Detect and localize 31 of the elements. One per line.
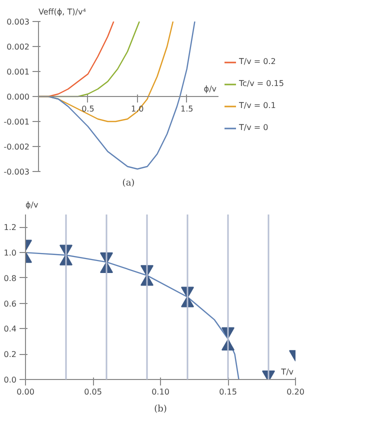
legend-label: T/v = 0.1 (239, 101, 276, 110)
y-tick-label: -0.001 (4, 118, 30, 126)
y-tick-label: 0.4 (4, 324, 17, 334)
y-tick-label: 0.000 (6, 92, 30, 102)
x-axis-title: T/v (280, 368, 294, 376)
x-tick-label: 0.05 (84, 388, 102, 396)
y-tick-label: 0.6 (4, 299, 17, 308)
x-tick-label: 0.15 (219, 388, 237, 396)
x-tick-label: 0.10 (152, 388, 170, 396)
y-axis-title: Veff(ϕ, T)/v⁴ (38, 8, 86, 16)
y-tick-label: -0.003 (4, 168, 30, 176)
y-axis-title: ϕ/v (26, 200, 38, 210)
x-tick-label: 0.5 (82, 104, 94, 114)
text: (a) (122, 178, 135, 188)
y-tick-label: 0.2 (4, 350, 17, 360)
y-tick-label: 1.2 (4, 223, 17, 232)
y-tick-label: 0.003 (6, 18, 30, 26)
legend-label: Tc/v = 0.15 (239, 79, 284, 88)
y-tick-label: 0.8 (4, 274, 17, 283)
y-tick-label: 1.0 (4, 248, 17, 258)
y-tick-label: 0.0 (4, 376, 17, 384)
legend-label: T/v = 0 (239, 123, 268, 132)
legend-label: T/v = 0.2 (239, 57, 276, 66)
x-tick-label: 0.20 (286, 388, 304, 396)
y-tick-label: 0.001 (6, 68, 30, 76)
x-tick-label: 0.00 (16, 388, 34, 396)
text: (b) (154, 404, 167, 414)
y-tick-label: 0.002 (6, 42, 30, 52)
y-tick-label: -0.002 (4, 142, 30, 152)
x-tick-label: 1.5 (180, 104, 194, 114)
x-axis-title: ϕ/v (204, 84, 217, 94)
